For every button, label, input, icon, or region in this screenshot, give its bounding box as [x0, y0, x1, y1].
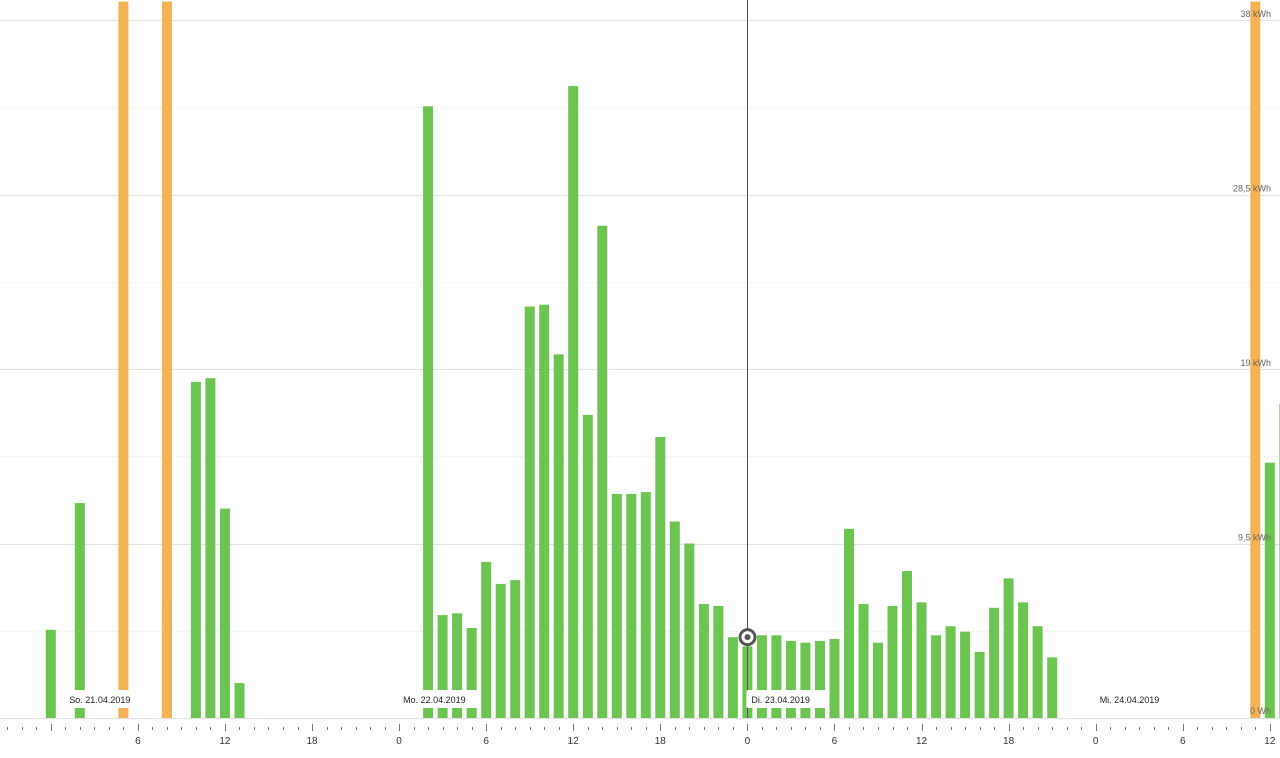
- day-label-box: [1094, 690, 1175, 708]
- day-label: Di. 23.04.2019: [746, 690, 826, 708]
- day-label: So. 21.04.2019: [64, 690, 144, 708]
- consumption-bar[interactable]: [597, 225, 608, 718]
- consumption-bar[interactable]: [858, 604, 869, 718]
- consumption-bar[interactable]: [902, 571, 912, 718]
- x-tick-label: 0: [1093, 736, 1099, 747]
- consumption-bar[interactable]: [916, 602, 927, 718]
- consumption-bar[interactable]: [452, 613, 463, 718]
- consumption-bar[interactable]: [945, 626, 956, 718]
- day-label-text: So. 21.04.2019: [69, 695, 130, 705]
- x-tick-label: 0: [396, 736, 402, 747]
- y-tick-label: 28,5 kWh: [1233, 184, 1271, 194]
- consumption-bar[interactable]: [669, 521, 680, 719]
- consumption-bar[interactable]: [234, 683, 245, 718]
- consumption-bar[interactable]: [756, 635, 767, 718]
- consumption-bar[interactable]: [698, 604, 709, 718]
- consumption-bar[interactable]: [611, 493, 622, 718]
- consumption-bar[interactable]: [800, 642, 811, 718]
- x-tick-label: 12: [916, 736, 928, 747]
- day-label: Mo. 22.04.2019: [398, 690, 478, 708]
- consumption-bar[interactable]: [931, 635, 942, 718]
- consumption-bar[interactable]: [829, 639, 840, 718]
- highlight-bar[interactable]: [118, 1, 129, 719]
- bars[interactable]: [45, 1, 1280, 719]
- consumption-bar[interactable]: [887, 606, 898, 718]
- consumption-bar[interactable]: [626, 493, 637, 718]
- consumption-bar[interactable]: [466, 628, 477, 718]
- x-axis: 6 12 18 0 6 12 18 0 6 12 18 0 6 12: [7, 724, 1276, 747]
- y-tick-label: 9,5 kWh: [1238, 533, 1271, 543]
- day-label-box: [64, 690, 144, 708]
- highlight-bar[interactable]: [161, 1, 172, 719]
- consumption-bar[interactable]: [640, 492, 651, 718]
- x-tick-label: 6: [832, 736, 838, 747]
- consumption-bar[interactable]: [45, 629, 56, 718]
- consumption-bar[interactable]: [205, 378, 216, 718]
- consumption-bar[interactable]: [1047, 657, 1058, 718]
- consumption-bar[interactable]: [727, 637, 738, 718]
- consumption-bar[interactable]: [510, 580, 521, 718]
- consumption-bar[interactable]: [568, 86, 579, 719]
- consumption-bar[interactable]: [74, 503, 85, 718]
- consumption-bar[interactable]: [771, 635, 782, 718]
- x-tick-label: 0: [745, 736, 751, 747]
- y-axis-labels: 38 kWh 28,5 kWh 19 kWh 9,5 kWh 0 Wh: [1233, 9, 1271, 716]
- consumption-bar[interactable]: [219, 508, 230, 718]
- day-label-text: Mo. 22.04.2019: [403, 695, 466, 705]
- consumption-bar[interactable]: [974, 651, 985, 718]
- x-tick-label: 12: [219, 736, 231, 747]
- x-tick-label: 18: [306, 736, 318, 747]
- day-labels: So. 21.04.2019 Mo. 22.04.2019 Di. 23.04.20…: [64, 690, 1175, 708]
- consumption-bar[interactable]: [1018, 602, 1029, 718]
- highlight-bar[interactable]: [1250, 1, 1261, 719]
- consumption-bar[interactable]: [1003, 578, 1014, 718]
- consumption-bar[interactable]: [190, 381, 201, 718]
- y-tick-label: 38 kWh: [1240, 9, 1271, 19]
- x-tick-label: 6: [135, 736, 141, 747]
- x-tick-label: 12: [568, 736, 580, 747]
- consumption-bar[interactable]: [1032, 626, 1043, 718]
- consumption-bar[interactable]: [785, 640, 796, 718]
- consumption-bar[interactable]: [539, 304, 550, 718]
- consumption-bar[interactable]: [423, 106, 434, 719]
- consumption-bar[interactable]: [684, 543, 695, 719]
- x-tick-label: 18: [1003, 736, 1015, 747]
- consumption-bar[interactable]: [815, 640, 825, 718]
- consumption-bar[interactable]: [495, 583, 506, 718]
- consumption-bar[interactable]: [713, 606, 724, 718]
- day-label-box: [746, 690, 826, 708]
- day-label: Mi. 24.04.2019: [1094, 690, 1175, 708]
- consumption-bar[interactable]: [960, 631, 971, 718]
- consumption-bar[interactable]: [844, 528, 854, 718]
- consumption-bar[interactable]: [481, 561, 492, 718]
- x-tick-label: 6: [483, 736, 489, 747]
- consumption-bar[interactable]: [989, 607, 1000, 718]
- x-tick-label: 6: [1180, 736, 1186, 747]
- day-label-box: [398, 690, 478, 708]
- consumption-bar[interactable]: [524, 306, 535, 719]
- y-tick-label: 0 Wh: [1250, 706, 1271, 716]
- consumption-bar[interactable]: [582, 414, 593, 718]
- consumption-bar[interactable]: [553, 354, 564, 718]
- y-tick-label: 19 kWh: [1240, 358, 1271, 368]
- day-label-text: Mi. 24.04.2019: [1100, 695, 1160, 705]
- consumption-bar[interactable]: [437, 615, 448, 718]
- x-tick-label: 12: [1264, 736, 1276, 747]
- x-tick-label: 18: [655, 736, 667, 747]
- consumption-bar[interactable]: [655, 437, 666, 718]
- cursor-marker-dot: [744, 634, 751, 641]
- consumption-bar[interactable]: [873, 642, 883, 718]
- cursor: [738, 0, 757, 718]
- day-label-text: Di. 23.04.2019: [751, 695, 810, 705]
- consumption-bar[interactable]: [1264, 462, 1275, 718]
